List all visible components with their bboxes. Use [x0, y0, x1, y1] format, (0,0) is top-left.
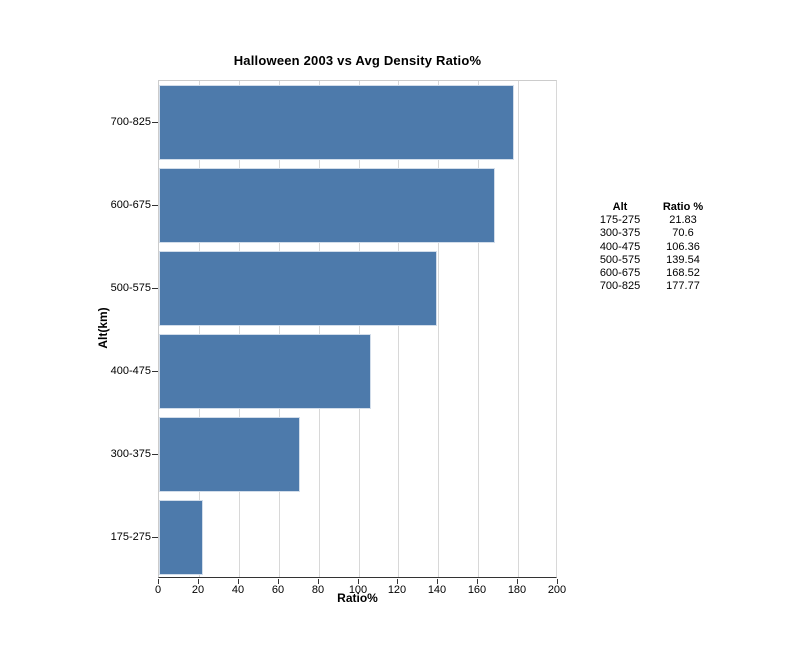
x-gridline — [438, 81, 439, 577]
y-tick-label: 175-275 — [110, 531, 151, 543]
y-tick-label: 700-825 — [110, 116, 151, 128]
bar — [159, 168, 496, 243]
side-table-ratio-value: 21.83 — [669, 214, 697, 227]
x-axis-tick — [278, 579, 279, 584]
x-tick-label: 140 — [427, 584, 447, 596]
x-axis-tick — [437, 579, 438, 584]
y-axis-tick — [152, 122, 158, 123]
x-gridline — [478, 81, 479, 577]
side-table-ratio-value: 70.6 — [672, 227, 694, 240]
x-tick-label: 200 — [547, 584, 567, 596]
bar — [159, 500, 203, 575]
y-axis-tick — [152, 288, 158, 289]
y-tick-label: 400-475 — [110, 365, 151, 377]
y-axis-tick — [152, 371, 158, 372]
side-table-ratio-value: 139.54 — [666, 253, 700, 266]
x-axis-tick — [158, 579, 159, 584]
side-table-alt-value: 175-275 — [599, 214, 641, 227]
bar — [159, 85, 514, 160]
y-axis-tick — [152, 205, 158, 206]
y-tick-label: 500-575 — [110, 282, 151, 294]
x-axis-tick — [517, 579, 518, 584]
chart-title: Halloween 2003 vs Avg Density Ratio% — [233, 53, 482, 68]
x-tick-label: 120 — [387, 584, 407, 596]
x-gridline — [398, 81, 399, 577]
y-axis-tick — [152, 537, 158, 538]
side-table-ratio-value: 168.52 — [666, 267, 700, 280]
side-table-alt-value: 300-375 — [599, 227, 641, 240]
side-table: Alt Ratio % 175-275 21.83 300-375 70.6 400-4… — [589, 201, 715, 293]
x-tick-label: 0 — [154, 584, 162, 596]
side-table-ratio-value: 106.36 — [666, 240, 700, 253]
side-table-alt-value: 500-575 — [599, 253, 641, 266]
side-table-ratio-value: 177.77 — [666, 280, 700, 293]
x-gridline — [199, 81, 200, 577]
x-gridline — [239, 81, 240, 577]
y-axis-tick — [152, 454, 158, 455]
bar — [159, 334, 372, 409]
side-table-header-ratio: Ratio % — [662, 201, 704, 213]
y-axis-title: Alt(km) — [96, 307, 110, 349]
side-table-alt-value: 700-825 — [599, 280, 641, 293]
x-tick-label: 80 — [311, 584, 325, 596]
x-axis-tick — [358, 579, 359, 584]
side-table-header-alt: Alt — [612, 201, 628, 213]
y-tick-label: 300-375 — [110, 448, 151, 460]
bar — [159, 251, 438, 326]
x-axis-tick — [557, 579, 558, 584]
bar — [159, 417, 300, 492]
x-axis-title: Ratio% — [337, 591, 378, 605]
x-axis-tick — [318, 579, 319, 584]
x-gridline — [319, 81, 320, 577]
x-axis-tick — [397, 579, 398, 584]
x-tick-label: 160 — [467, 584, 487, 596]
x-axis-tick — [198, 579, 199, 584]
plot-area — [158, 80, 557, 578]
x-gridline — [279, 81, 280, 577]
x-gridline — [359, 81, 360, 577]
x-tick-label: 180 — [507, 584, 527, 596]
x-tick-label: 20 — [191, 584, 205, 596]
x-gridline — [518, 81, 519, 577]
x-tick-label: 40 — [231, 584, 245, 596]
x-tick-label: 100 — [348, 584, 368, 596]
x-axis-tick — [238, 579, 239, 584]
x-axis-tick — [477, 579, 478, 584]
y-tick-label: 600-675 — [110, 199, 151, 211]
side-table-alt-value: 600-675 — [599, 267, 641, 280]
side-table-alt-value: 400-475 — [599, 240, 641, 253]
x-tick-label: 60 — [271, 584, 285, 596]
